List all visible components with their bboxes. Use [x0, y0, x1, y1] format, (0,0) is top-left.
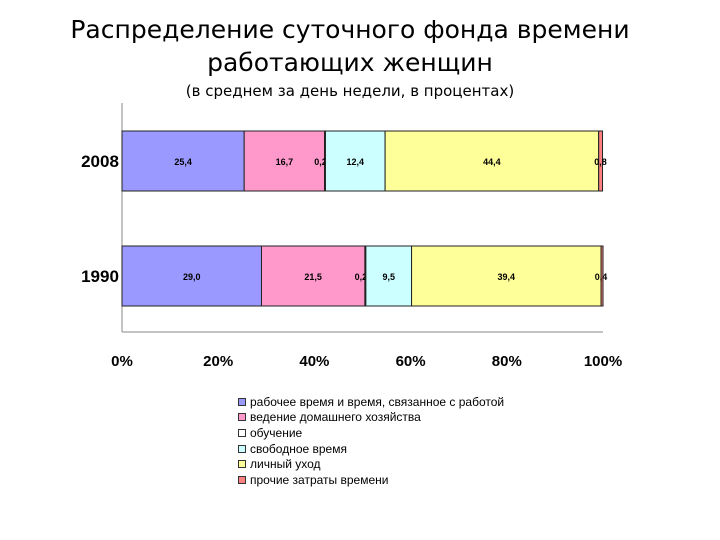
chart-title-line-1: Распределение суточного фонда времени: [70, 15, 630, 44]
x-tick-label: 0%: [111, 353, 133, 370]
legend-item: прочие затраты времени: [238, 472, 504, 488]
bar-segment-1990-4: [411, 245, 602, 307]
bar-segment-2008-0: [121, 130, 245, 192]
data-label-1990-4: 39,4: [498, 272, 516, 282]
data-label-2008-2: 0,2: [314, 157, 327, 167]
legend-label: рабочее время и время, связанное с работ…: [250, 394, 505, 409]
chart-title-line-2: работающих женщин: [207, 48, 493, 77]
bar-segment-1990-3: [365, 245, 413, 307]
data-label-1990-0: 29,0: [183, 272, 201, 282]
legend-item: личный уход: [238, 456, 504, 472]
legend-swatch: [238, 444, 246, 453]
data-label-2008-4: 44,4: [483, 157, 501, 167]
legend-item: свободное время: [238, 441, 504, 457]
data-label-2008-5: 0,8: [594, 157, 607, 167]
legend-swatch: [238, 428, 246, 437]
data-label-1990-1: 21,5: [304, 272, 322, 282]
legend-swatch: [238, 460, 246, 469]
legend-swatch: [238, 397, 246, 406]
data-label-2008-3: 12,4: [347, 157, 365, 167]
legend-swatch: [238, 413, 246, 422]
bar-segment-1990-0: [121, 245, 262, 307]
legend-label: личный уход: [250, 457, 321, 472]
legend-swatch: [238, 475, 246, 484]
bar-segment-1990-1: [260, 245, 366, 307]
data-label-2008-1: 16,7: [276, 157, 294, 167]
data-label-1990-5: 0,4: [595, 272, 608, 282]
legend-item: ведение домашнего хозяйства: [238, 410, 504, 426]
legend-label: обучение: [250, 425, 303, 440]
chart-legend: рабочее время и время, связанное с работ…: [238, 394, 504, 488]
bar-segment-1990-5: [600, 245, 604, 307]
bar-segment-2008-5: [598, 130, 604, 192]
legend-label: свободное время: [250, 441, 347, 456]
category-label-2008: 2008: [81, 152, 119, 171]
data-label-1990-3: 9,5: [382, 272, 395, 282]
x-tick-label: 100%: [584, 353, 622, 370]
x-tick-label: 60%: [396, 353, 426, 370]
x-tick-label: 40%: [299, 353, 329, 370]
x-tick-label: 20%: [203, 353, 233, 370]
legend-label: прочие затраты времени: [250, 472, 389, 487]
bar-segment-2008-3: [324, 130, 386, 192]
data-label-2008-0: 25,4: [174, 157, 192, 167]
legend-item: рабочее время и время, связанное с работ…: [238, 394, 504, 410]
data-label-1990-2: 0,2: [355, 272, 368, 282]
chart-subtitle: (в среднем за день недели, в процентах): [185, 82, 515, 100]
stacked-bar-chart: 25,4 16,7 0,2 12,4 44,4 0,8 2008 29,0 21,5 0,2 9,5…: [81, 103, 622, 370]
legend-item: обучение: [238, 425, 504, 441]
category-label-1990: 1990: [81, 267, 119, 286]
x-tick-label: 80%: [492, 353, 522, 370]
legend-label: ведение домашнего хозяйства: [250, 410, 421, 425]
bar-segment-2008-4: [384, 130, 600, 192]
